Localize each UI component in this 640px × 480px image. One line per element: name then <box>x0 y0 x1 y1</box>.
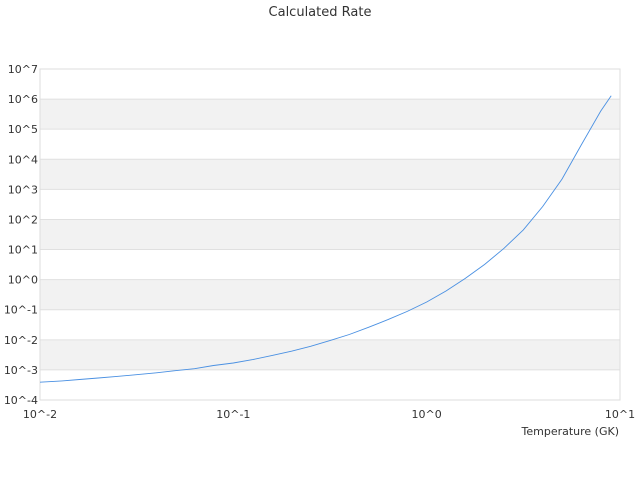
grid-band <box>40 219 620 250</box>
y-axis-ticks: 10^-4 10^-3 10^-2 10^-1 10^0 10^1 10^2 10^3 10^4… <box>4 63 38 407</box>
y-tick-label: 10^4 <box>8 153 38 166</box>
grid-band <box>40 129 620 160</box>
series-group <box>39 95 612 383</box>
series-line <box>39 95 612 383</box>
y-tick-label: 10^0 <box>8 274 38 287</box>
x-axis-ticks: 10^-2 10^-1 10^0 10^1 <box>23 408 635 421</box>
plot-frame <box>39 68 621 401</box>
chart-title: Calculated Rate <box>269 5 372 20</box>
y-tick-label: 10^-3 <box>4 364 38 377</box>
y-tick-label: 10^-2 <box>4 334 38 347</box>
y-tick-label: 10^-1 <box>4 304 38 317</box>
grid-band <box>40 189 620 220</box>
y-tick-label: 10^5 <box>8 123 38 136</box>
y-tick-label: 10^7 <box>8 63 38 76</box>
grid-band <box>40 309 620 340</box>
grid-band <box>40 369 620 400</box>
x-tick-label: 10^0 <box>412 408 442 421</box>
grid-band <box>40 159 620 190</box>
y-tick-label: 10^6 <box>8 93 38 106</box>
x-tick-label: 10^1 <box>605 408 635 421</box>
y-tick-label: 10^-4 <box>4 394 38 407</box>
x-tick-label: 10^-2 <box>23 408 57 421</box>
grid-band <box>40 249 620 280</box>
grid-band <box>40 339 620 370</box>
y-tick-label: 10^2 <box>8 213 38 226</box>
x-axis-label: Temperature (GK) <box>521 425 620 438</box>
y-tick-label: 10^3 <box>8 183 38 196</box>
x-tick-label: 10^-1 <box>216 408 250 421</box>
y-tick-label: 10^1 <box>8 244 38 257</box>
grid-band <box>40 99 620 130</box>
grid-bands <box>40 68 620 401</box>
grid-band <box>40 279 620 310</box>
grid-band <box>40 69 620 100</box>
